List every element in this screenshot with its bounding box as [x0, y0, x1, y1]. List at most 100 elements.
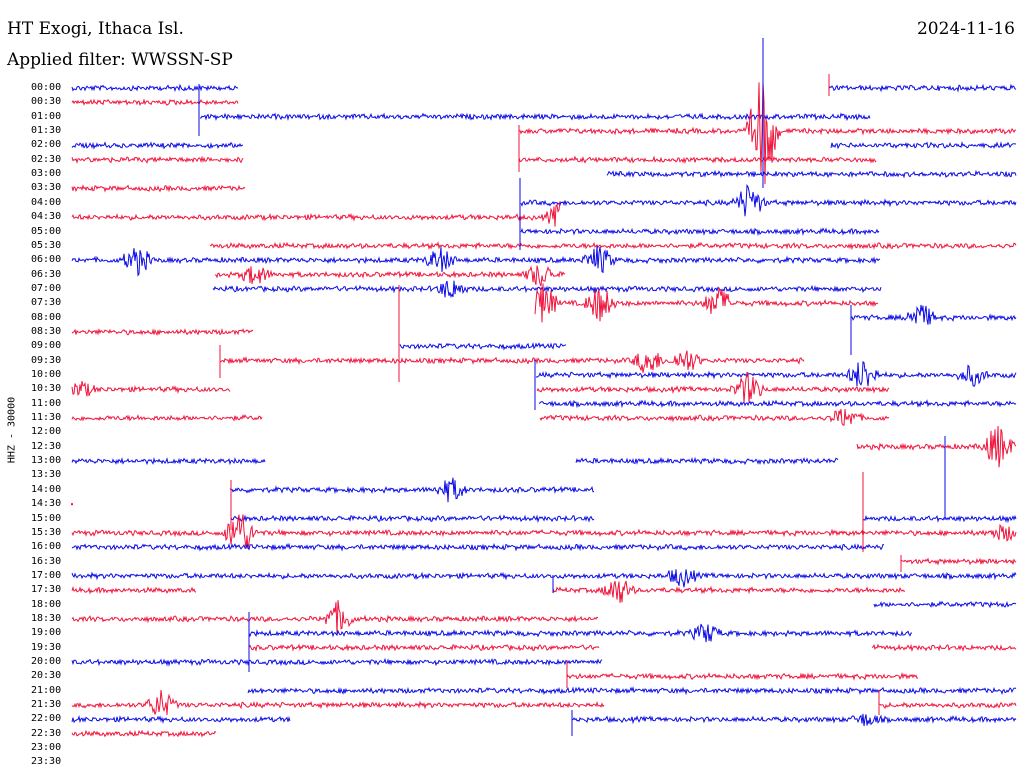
time-label: 06:00	[31, 254, 62, 266]
filter-label: Applied filter: WWSSN-SP	[7, 50, 233, 70]
time-label: 15:00	[31, 512, 62, 524]
seismic-trace	[399, 342, 567, 351]
date-label: 2024-11-16	[916, 19, 1015, 39]
time-label: 02:30	[31, 153, 62, 165]
time-label: 14:30	[31, 498, 62, 510]
time-label: 13:30	[31, 469, 62, 481]
seismic-trace	[518, 155, 877, 165]
time-label: 06:30	[31, 268, 62, 280]
seismic-trace	[850, 304, 1017, 325]
seismic-trace	[229, 477, 595, 503]
seismic-trace	[566, 672, 919, 681]
seismic-trace	[212, 280, 882, 299]
seismic-trace	[71, 657, 603, 667]
time-label: 08:00	[31, 311, 62, 323]
time-label: 18:00	[31, 598, 62, 610]
time-label: 02:00	[31, 139, 62, 151]
seismic-trace	[71, 514, 1017, 550]
seismic-trace	[71, 600, 599, 635]
time-label: 10:00	[31, 369, 62, 380]
seismic-trace	[71, 542, 885, 552]
seismic-trace	[71, 586, 197, 595]
time-label: 16:00	[31, 541, 62, 553]
time-label: 13:00	[31, 455, 62, 467]
time-label: 04:30	[31, 211, 62, 223]
seismic-trace	[539, 408, 890, 427]
seismic-trace	[71, 155, 244, 165]
seismic-trace	[71, 729, 217, 738]
time-label: 07:00	[31, 282, 62, 294]
time-label: 07:30	[31, 297, 62, 309]
seismic-trace	[71, 328, 254, 336]
time-label: 04:00	[31, 196, 62, 208]
seismic-trace	[71, 715, 291, 724]
time-label: 21:30	[31, 699, 62, 710]
time-label: 11:00	[31, 397, 62, 409]
time-label: 22:30	[31, 727, 62, 739]
seismic-trace	[519, 82, 1017, 185]
seismic-trace	[873, 600, 1017, 609]
time-label: 09:30	[31, 354, 62, 366]
seismic-trace	[520, 227, 880, 237]
seismic-trace	[209, 241, 1017, 251]
seismic-trace	[520, 184, 1017, 217]
time-label: 00:30	[31, 96, 62, 108]
seismic-trace	[538, 399, 1017, 409]
time-label: 05:00	[31, 225, 62, 237]
time-label: 05:30	[31, 239, 62, 251]
seismic-trace	[215, 265, 566, 287]
seismic-trace	[856, 425, 1017, 468]
seismic-trace	[199, 112, 871, 122]
seismic-trace	[534, 283, 879, 323]
time-label: 23:00	[31, 742, 62, 754]
seismic-trace	[247, 686, 1017, 696]
seismic-trace	[248, 643, 600, 652]
seismic-trace	[71, 98, 239, 107]
seismic-trace	[871, 643, 1017, 653]
seismic-trace	[552, 580, 905, 603]
seismic-trace	[71, 245, 881, 277]
seismic-trace	[862, 514, 1017, 524]
time-label: 09:00	[31, 340, 62, 352]
time-label: 03:00	[31, 168, 62, 180]
seismic-trace	[71, 141, 244, 150]
seismic-trace	[71, 689, 605, 715]
seismic-trace	[71, 380, 231, 397]
seismic-trace	[828, 83, 1017, 93]
seismic-trace	[71, 201, 561, 227]
seismic-trace	[575, 456, 839, 466]
time-label: 23:30	[31, 756, 62, 768]
time-label: 17:00	[31, 569, 62, 581]
time-label: 20:00	[31, 656, 62, 667]
time-label: 08:30	[31, 325, 62, 337]
time-label: 22:00	[31, 713, 62, 725]
seismic-trace	[71, 569, 1017, 588]
seismic-trace	[71, 184, 246, 193]
station-title: HT Exogi, Ithaca Isl.	[7, 19, 184, 39]
time-label: 16:30	[31, 555, 62, 567]
time-label: 20:30	[31, 670, 62, 682]
seismic-trace	[900, 557, 1017, 566]
seismic-trace	[230, 514, 595, 524]
seismic-trace	[606, 169, 1017, 179]
seismic-trace	[536, 371, 890, 403]
seismic-trace	[219, 350, 805, 373]
time-label: 19:00	[31, 627, 62, 639]
time-label: 00:00	[31, 82, 62, 93]
time-label: 11:30	[31, 412, 62, 424]
time-label: 19:30	[31, 641, 62, 653]
seismic-trace	[71, 414, 263, 422]
time-label: 17:30	[31, 584, 62, 596]
time-label: 14:00	[31, 483, 62, 495]
seismic-trace	[878, 701, 1017, 709]
time-label: 21:00	[31, 684, 62, 696]
trace-dot	[71, 503, 73, 506]
time-label: 03:30	[31, 182, 62, 194]
seismic-trace	[830, 140, 1017, 150]
seismic-trace	[571, 713, 1017, 727]
seismic-trace	[71, 456, 266, 466]
time-label: 12:00	[31, 426, 62, 438]
seismic-trace	[535, 361, 1017, 388]
seismic-trace	[248, 623, 913, 643]
